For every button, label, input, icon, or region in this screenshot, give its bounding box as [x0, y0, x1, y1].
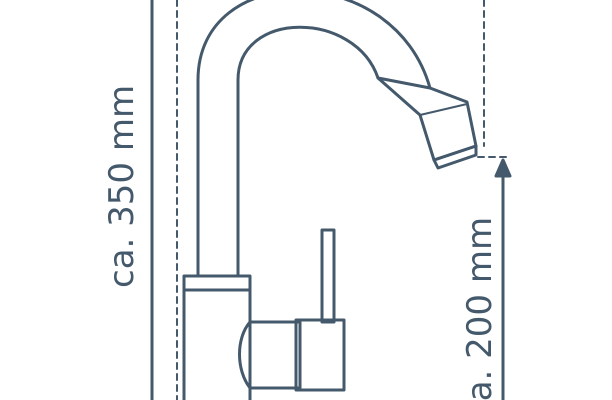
total-height-label: ca. 350 mm	[102, 85, 142, 288]
faucet-collar	[182, 274, 252, 292]
cartridge-housing	[238, 320, 302, 390]
spout-height-label: ca. 200 mm	[460, 217, 500, 400]
spray-head	[376, 76, 478, 162]
spout-height-arrowhead	[494, 158, 512, 178]
spray-head-divider	[419, 103, 468, 116]
lever-handle	[320, 228, 336, 324]
spray-nozzle	[432, 144, 478, 170]
gooseneck-spout	[196, 0, 432, 278]
faucet-body	[182, 288, 252, 400]
mixer-cap	[294, 318, 346, 392]
